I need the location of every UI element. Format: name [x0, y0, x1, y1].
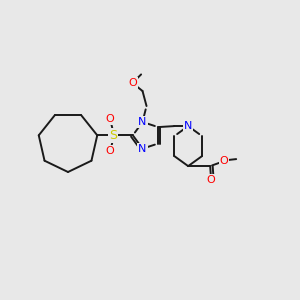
Text: N: N [138, 144, 147, 154]
Text: O: O [128, 78, 137, 88]
Text: O: O [106, 114, 115, 124]
Text: O: O [207, 175, 215, 185]
Text: N: N [184, 121, 192, 131]
Text: N: N [138, 117, 147, 127]
Text: S: S [109, 129, 117, 142]
Text: O: O [220, 156, 229, 166]
Text: O: O [106, 146, 115, 156]
